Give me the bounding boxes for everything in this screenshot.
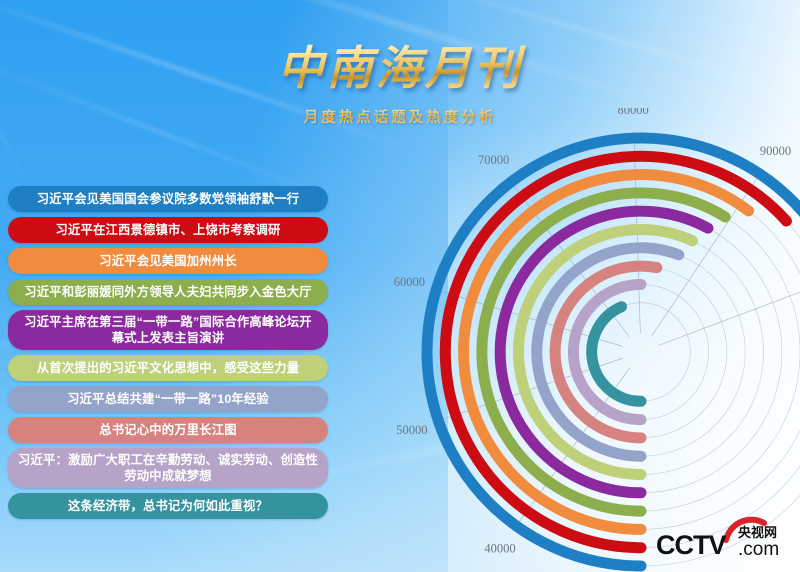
axis-tick-label: 90000	[760, 144, 791, 158]
radial-bar-chart: 400005000060000700008000090000100000	[312, 108, 800, 572]
axis-tick-label: 70000	[478, 153, 509, 167]
topic-pill[interactable]: 这条经济带，总书记为何如此重视？	[8, 493, 328, 519]
topic-pill[interactable]: 习近平和彭丽媛同外方领导人夫妇共同步入金色大厅	[8, 279, 328, 305]
radial-bar[interactable]	[567, 278, 647, 426]
radial-bar[interactable]	[458, 169, 755, 535]
topic-pill-label: 从首次提出的习近平文化思想中，感受这些力量	[36, 361, 300, 375]
topic-pill[interactable]: 习近平会见美国国会参议院多数党领袖舒默一行	[8, 186, 328, 212]
chart-tick-labels: 400005000060000700008000090000100000	[394, 108, 791, 556]
radial-bar[interactable]	[513, 224, 698, 480]
topic-pill-label: 习近平主席在第三届“一带一路”国际合作高峰论坛开幕式上发表主旨演讲	[24, 315, 312, 345]
page-title: 中南海月刊	[0, 43, 800, 95]
radial-bar[interactable]	[439, 150, 792, 554]
topic-pill[interactable]: 从首次提出的习近平文化思想中，感受这些力量	[8, 355, 328, 381]
radial-bar[interactable]	[494, 205, 714, 499]
topic-pill[interactable]: 总书记心中的万里长江图	[8, 417, 328, 443]
radial-bar[interactable]	[586, 301, 647, 407]
page-subtitle: 月度热点话题及热度分析	[0, 106, 800, 127]
axis-tick-label: 80000	[617, 108, 648, 117]
cctv-arc-icon	[723, 516, 767, 543]
grid-spoke	[651, 168, 764, 337]
topic-pill-label: 习近平会见美国国会参议院多数党领袖舒默一行	[36, 192, 300, 206]
header: 中南海月刊 月度热点话题及热度分析	[0, 43, 800, 127]
topic-pill-label: 这条经济带，总书记为何如此重视？	[68, 499, 268, 513]
axis-tick-label: 60000	[394, 275, 425, 289]
radial-bar[interactable]	[421, 132, 800, 572]
radial-bar[interactable]	[531, 242, 685, 462]
cctv-cn-text: 央视网	[738, 525, 777, 540]
topic-pill-label: 习近平和彭丽媛同外方领导人夫妇共同步入金色大厅	[24, 285, 312, 299]
axis-tick-label: 40000	[484, 542, 515, 556]
radial-bar[interactable]	[476, 187, 731, 517]
topic-pill-label: 习近平总结共建“一带一路”10年经验	[67, 392, 269, 406]
topic-pill[interactable]: 习近平在江西景德镇市、上饶市考察调研	[8, 217, 328, 243]
topic-pill[interactable]: 习近平：激励广大职工在辛勤劳动、诚实劳动、创造性劳动中成就梦想	[8, 448, 328, 488]
cctv-com-text: .com	[738, 539, 779, 560]
topic-legend-list: 习近平会见美国国会参议院多数党领袖舒默一行 习近平在江西景德镇市、上饶市考察调研习…	[8, 186, 328, 524]
topic-pill-label: 习近平在江西景德镇市、上饶市考察调研	[55, 223, 281, 237]
radial-bar-chart-svg: 400005000060000700008000090000100000	[394, 108, 800, 572]
radial-bar[interactable]	[549, 260, 663, 444]
topic-pill[interactable]: 习近平主席在第三届“一带一路”国际合作高峰论坛开幕式上发表主旨演讲	[8, 310, 328, 350]
axis-tick-label: 50000	[396, 423, 427, 437]
cctv-logo: CCTV 央视网 .com	[656, 514, 788, 560]
cctv-wordmark: CCTV	[656, 530, 726, 560]
grid-spoke	[658, 291, 800, 346]
topic-pill-label: 总书记心中的万里长江图	[99, 423, 237, 437]
topic-pill[interactable]: 习近平总结共建“一带一路”10年经验	[8, 386, 328, 412]
topic-pill[interactable]: 习近平会见美国加州州长	[8, 248, 328, 274]
topic-pill-label: 习近平会见美国加州州长	[99, 254, 237, 268]
chart-bars	[421, 132, 800, 572]
topic-pill-label: 习近平：激励广大职工在辛勤劳动、诚实劳动、创造性劳动中成就梦想	[18, 453, 318, 483]
